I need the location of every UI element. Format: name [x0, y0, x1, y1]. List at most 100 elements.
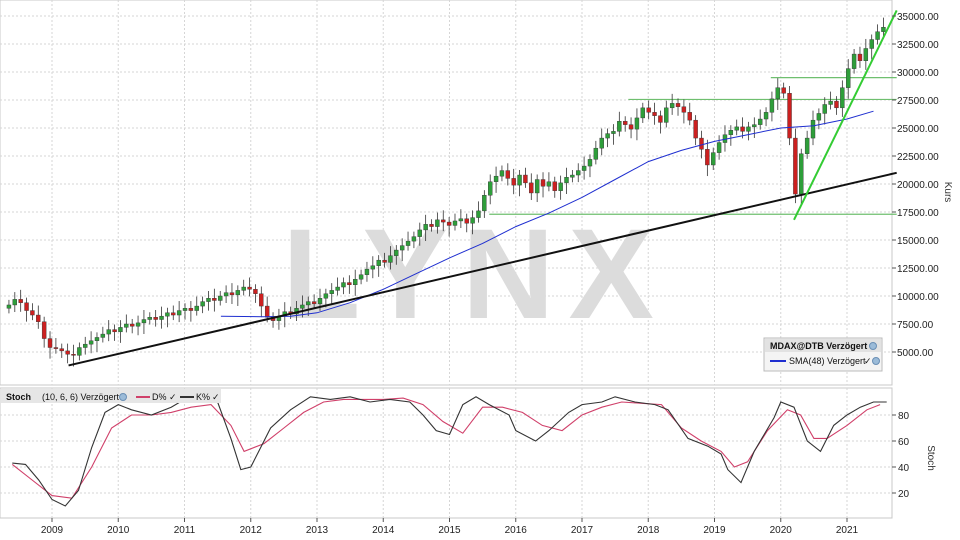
x-tick-label: 2020 — [770, 525, 793, 536]
candle-body — [828, 100, 833, 105]
x-tick-label: 2017 — [571, 525, 594, 536]
candle-body — [176, 310, 182, 316]
stoch-tick-label: 60 — [898, 437, 910, 448]
candle — [247, 277, 252, 297]
x-tick-label: 2009 — [41, 525, 64, 536]
candle — [587, 154, 593, 178]
x-tick-label: 2018 — [637, 525, 660, 536]
candle — [182, 303, 188, 320]
candle-body — [218, 295, 223, 301]
candle — [382, 252, 387, 268]
candle-body — [106, 329, 111, 335]
candle-body — [200, 301, 205, 307]
candle — [30, 303, 35, 321]
candle — [658, 110, 663, 134]
candle — [804, 130, 810, 159]
candle — [300, 295, 305, 318]
candle-body — [429, 224, 434, 227]
stoch-info-icon[interactable] — [119, 393, 127, 401]
candle-body — [83, 343, 88, 348]
x-axis: 2009 2010 2011 2012 2013 2014 2015 2016 2017 2018… — [41, 518, 859, 536]
price-tick-label: 30000.00 — [897, 68, 939, 79]
candle-body — [341, 282, 346, 288]
stoch-axis: 20 40 60 80 — [892, 411, 910, 500]
candle-body — [863, 48, 869, 61]
candle-body — [153, 317, 158, 320]
x-tick-label: 2021 — [836, 525, 859, 536]
candle-body — [223, 292, 229, 297]
candle-body — [628, 124, 634, 130]
candle — [640, 102, 646, 123]
candle-body — [171, 312, 176, 316]
price-tick-label: 32500.00 — [897, 40, 939, 51]
candle-body — [652, 112, 657, 116]
candle-body — [734, 126, 739, 131]
candle — [482, 190, 487, 218]
candle — [311, 294, 317, 309]
candle — [517, 170, 522, 197]
price-grid — [0, 0, 892, 385]
candle — [77, 342, 82, 361]
candle-body — [476, 210, 481, 218]
candle-body — [464, 218, 469, 224]
candle-body — [335, 286, 340, 291]
price-tick-label: 15000.00 — [897, 236, 939, 247]
candle-body — [141, 319, 147, 324]
stoch-legend: Stoch (10, 6, 6) Verzögert D% ✓ K% ✓ — [1, 389, 221, 403]
candle-body — [816, 113, 822, 121]
candle-body — [869, 39, 874, 49]
candle-body — [6, 304, 12, 309]
candle — [757, 109, 763, 130]
candle-body — [640, 107, 646, 119]
candle — [464, 213, 469, 233]
price-axis: 5000.00 7500.00 10000.00 12500.00 15000.00 17… — [892, 12, 939, 359]
candle-body — [441, 219, 446, 223]
candle — [347, 275, 352, 294]
candle — [88, 331, 94, 354]
candle — [816, 108, 822, 130]
candle-body — [405, 240, 411, 246]
candle — [822, 97, 827, 125]
candle — [147, 312, 152, 325]
candle — [171, 305, 176, 321]
candle — [828, 91, 833, 110]
candle — [165, 307, 170, 328]
candle-body — [705, 149, 710, 166]
price-panel — [0, 0, 893, 386]
candle-body — [18, 299, 23, 303]
candle-body — [857, 53, 863, 61]
legend-info-icon[interactable] — [869, 342, 877, 350]
stoch-k-check-icon[interactable]: ✓ — [212, 392, 220, 402]
candle-body — [587, 159, 593, 167]
stoch-title: Stoch — [6, 392, 31, 402]
candle-body — [793, 137, 798, 195]
legend-sma-info-icon[interactable] — [872, 357, 880, 365]
x-tick-label: 2011 — [174, 525, 196, 536]
candle — [399, 238, 405, 262]
candle — [869, 34, 874, 60]
candle — [488, 174, 493, 205]
candle-body — [558, 182, 563, 191]
candle-body — [505, 170, 511, 179]
candle-body — [364, 268, 370, 275]
candle — [411, 231, 417, 249]
legend-sma-check-icon[interactable]: ✓ — [864, 356, 872, 366]
candle-body — [24, 302, 29, 311]
candle — [129, 318, 135, 334]
candle — [793, 128, 798, 204]
candle — [135, 315, 141, 336]
candle — [781, 82, 786, 99]
candle-body — [740, 126, 745, 132]
stoch-d-check-icon[interactable]: ✓ — [169, 392, 177, 402]
candle-body — [165, 312, 170, 317]
candle — [570, 170, 575, 183]
candle — [218, 290, 223, 306]
candles — [6, 17, 886, 367]
candle-body — [881, 27, 886, 32]
candle-body — [840, 87, 845, 109]
candle — [493, 166, 499, 193]
candle — [353, 269, 358, 296]
price-tick-label: 35000.00 — [897, 12, 939, 23]
price-tick-label: 25000.00 — [897, 124, 939, 135]
